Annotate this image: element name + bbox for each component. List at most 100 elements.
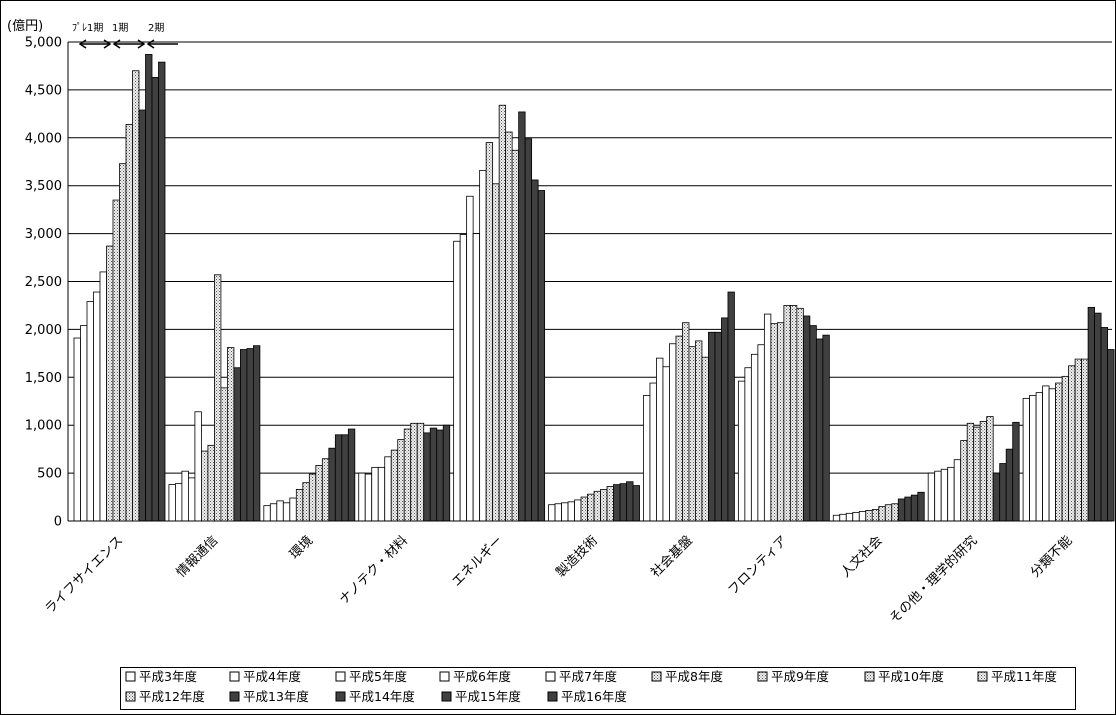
period-label: ﾌﾟﾚ1期 xyxy=(72,22,103,34)
bar-2-2 xyxy=(276,500,284,522)
legend-swatch xyxy=(547,691,558,702)
y-tick-label: 4,500 xyxy=(25,83,62,98)
legend-swatch xyxy=(335,671,346,682)
legend-swatch xyxy=(229,671,240,682)
y-tick-label: 2,500 xyxy=(25,275,62,290)
legend-label: 平成9年度 xyxy=(771,669,829,684)
unit-label: (億円) xyxy=(7,18,43,34)
x-category-label: 製造技術 xyxy=(553,533,600,580)
bar-10-6 xyxy=(1061,375,1069,522)
bar-7-11 xyxy=(809,325,817,522)
bar-1-13 xyxy=(253,345,261,522)
bar-8-12 xyxy=(910,494,919,522)
legend-label: 平成15年度 xyxy=(455,689,521,704)
bar-8-1 xyxy=(839,513,847,522)
period-label: 2期 xyxy=(148,22,164,34)
bar-1-7 xyxy=(214,274,222,522)
bar-10-2 xyxy=(1035,392,1043,522)
legend-label: 平成10年度 xyxy=(878,669,944,684)
bar-1-9 xyxy=(227,347,235,522)
bar-6-5 xyxy=(675,335,683,522)
bar-1-12 xyxy=(246,348,254,522)
x-category-label: 環境 xyxy=(287,533,316,562)
bar-5-11 xyxy=(619,483,627,522)
bar-0-10 xyxy=(138,109,146,522)
legend-swatch xyxy=(335,691,346,702)
x-category-label: フロンティア xyxy=(725,533,790,598)
legend-swatch xyxy=(977,671,988,682)
y-tick-label: 3,500 xyxy=(25,179,62,194)
bar-1-1 xyxy=(175,483,183,522)
bar-4-9 xyxy=(511,149,520,522)
bar-0-6 xyxy=(112,199,120,522)
legend-swatch xyxy=(125,671,136,682)
bar-8-8 xyxy=(884,504,893,522)
bar-8-3 xyxy=(852,511,860,522)
x-category-label: 分類不能 xyxy=(1028,533,1075,580)
bar-3-1 xyxy=(364,473,373,522)
legend-swatch xyxy=(545,671,556,682)
bar-0-5 xyxy=(106,245,114,522)
legend-label: 平成7年度 xyxy=(559,669,617,684)
legend-swatch xyxy=(229,691,240,702)
bar-0-12 xyxy=(151,77,159,522)
x-category-label: 人文社会 xyxy=(838,533,886,581)
bar-0-2 xyxy=(86,301,94,522)
bar-8-5 xyxy=(865,510,873,522)
bar-2-1 xyxy=(269,503,278,522)
bar-7-3 xyxy=(757,344,765,522)
bar-0-11 xyxy=(145,54,153,522)
bar-6-7 xyxy=(688,346,696,522)
bar-9-6 xyxy=(966,422,975,522)
bar-2-4 xyxy=(289,497,297,522)
bar-2-12 xyxy=(341,434,349,522)
bar-9-8 xyxy=(979,420,988,522)
bar-5-0 xyxy=(548,504,556,522)
bar-9-7 xyxy=(973,426,981,522)
axis-layer: 0 500 1,000 1,500 2,000 2,500 3,000 3,500 4,000 4… xyxy=(25,36,1112,627)
bar-8-10 xyxy=(897,498,906,522)
y-tick-label: 4,000 xyxy=(25,131,62,146)
bar-3-4 xyxy=(384,456,392,522)
x-category-label: 情報通信 xyxy=(174,533,221,580)
bar-9-13 xyxy=(1012,421,1020,522)
bar-4-1 xyxy=(459,234,468,522)
legend-label: 平成11年度 xyxy=(991,669,1057,684)
x-category-label: エネルギー xyxy=(449,533,506,590)
bar-0-3 xyxy=(93,291,101,522)
bar-8-7 xyxy=(878,506,886,522)
legend-swatch xyxy=(125,691,136,702)
legend-label: 平成16年度 xyxy=(561,689,627,704)
bar-1-11 xyxy=(240,349,248,522)
bar-9-4 xyxy=(953,459,962,522)
arrow-head-left xyxy=(146,39,155,49)
y-tick-label: 3,000 xyxy=(25,227,62,242)
bar-2-6 xyxy=(302,482,310,522)
bar-3-8 xyxy=(410,422,418,522)
bar-6-4 xyxy=(669,343,677,522)
bar-5-7 xyxy=(593,490,601,522)
bar-3-2 xyxy=(371,466,379,522)
bar-5-12 xyxy=(626,481,634,522)
bar-5-4 xyxy=(574,499,582,522)
arrow-head-right xyxy=(137,39,146,49)
legend-label: 平成13年度 xyxy=(243,689,309,704)
bar-2-9 xyxy=(321,458,330,522)
bar-layer xyxy=(73,54,1115,522)
legend-box xyxy=(120,667,1076,710)
bar-0-9 xyxy=(132,70,140,522)
bar-9-0 xyxy=(927,472,936,522)
bar-2-11 xyxy=(334,434,343,522)
bar-5-10 xyxy=(613,484,621,522)
bar-10-0 xyxy=(1022,397,1030,522)
bar-4-8 xyxy=(505,131,513,522)
bar-4-11 xyxy=(524,138,533,522)
bar-10-3 xyxy=(1042,385,1050,522)
legend-swatch xyxy=(651,671,662,682)
x-category-label: 社会基盤 xyxy=(648,533,696,581)
bar-10-11 xyxy=(1094,312,1102,522)
bar-3-13 xyxy=(442,424,451,522)
period-label: 1期 xyxy=(112,22,128,34)
bar-4-6 xyxy=(492,183,500,522)
